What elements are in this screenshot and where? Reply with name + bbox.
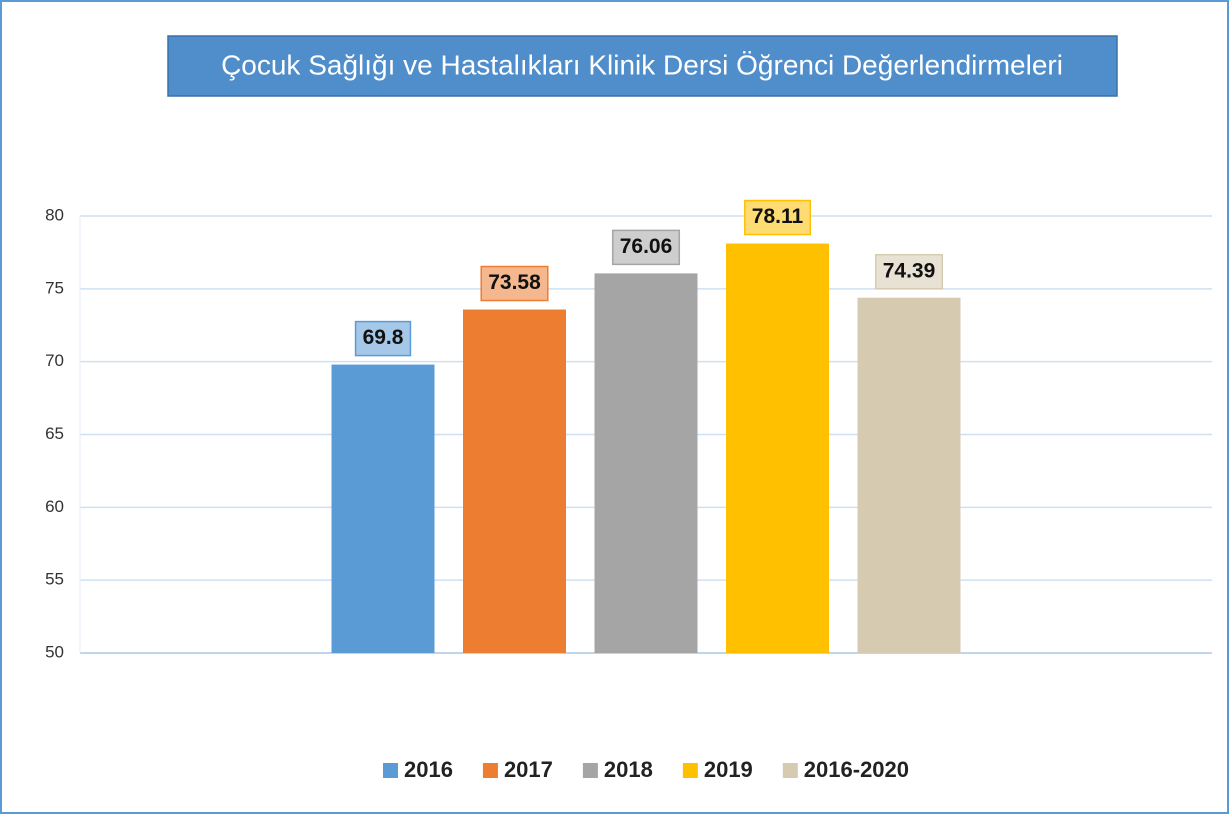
bar	[726, 243, 829, 653]
title-box	[167, 35, 1118, 97]
legend-label: 2016-2020	[804, 757, 909, 782]
legend-swatch	[782, 763, 798, 778]
data-label-box	[480, 265, 549, 302]
data-label-box	[611, 229, 681, 266]
y-tick-label: 65	[45, 424, 64, 443]
data-label-box	[744, 199, 811, 236]
legend-swatch	[682, 763, 698, 778]
y-tick-label: 55	[45, 570, 64, 589]
y-tick-label: 50	[45, 642, 64, 661]
bar	[857, 297, 961, 653]
data-label-box	[354, 320, 412, 357]
y-tick-label: 80	[45, 205, 64, 224]
data-label: 78.11	[752, 205, 804, 228]
data-label: 76.06	[620, 235, 673, 258]
legend-label: 2018	[604, 757, 653, 782]
data-label-box	[874, 253, 944, 290]
legend-label: 2016	[404, 757, 453, 782]
y-tick-label: 60	[45, 497, 64, 516]
legend-label: 2019	[704, 757, 753, 782]
legend-label: 2017	[504, 757, 553, 782]
y-tick-label: 75	[45, 278, 64, 297]
chart-title: Çocuk Sağlığı ve Hastalıkları Klinik Der…	[221, 49, 1063, 80]
data-label: 69.8	[363, 326, 404, 349]
data-label: 73.58	[488, 271, 541, 294]
data-label: 74.39	[883, 259, 936, 282]
bar	[594, 273, 698, 653]
legend-swatch	[482, 763, 498, 778]
legend-swatch	[382, 763, 398, 778]
bar	[463, 309, 566, 653]
legend-swatch	[582, 763, 598, 778]
bar	[331, 364, 435, 653]
y-tick-label: 70	[45, 351, 64, 370]
